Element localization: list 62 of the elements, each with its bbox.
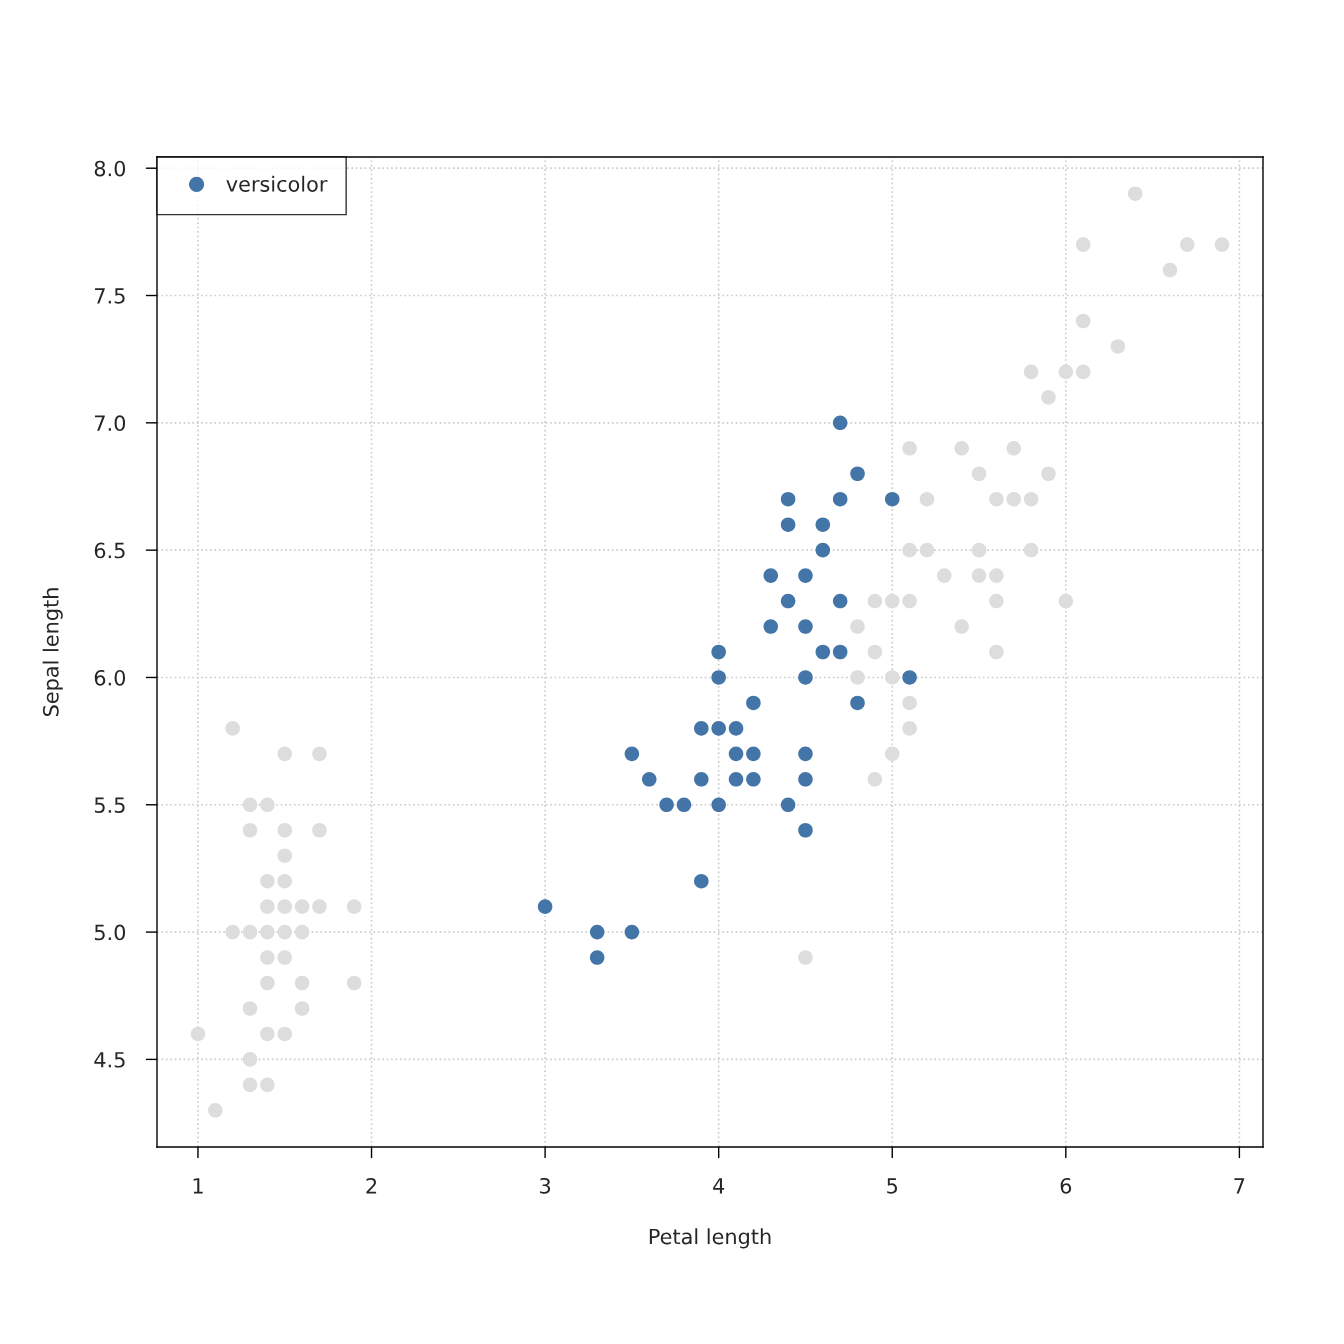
point [780,593,796,609]
point [763,619,779,634]
point [624,746,640,762]
point [728,772,744,787]
point [641,772,657,787]
y-tick-label: 5.0 [94,924,126,941]
point [746,695,761,711]
y-tick-label: 8.0 [94,160,126,177]
point [711,797,726,813]
point [780,517,796,532]
point [850,695,865,711]
x-axis-title: Petal length [649,1228,771,1249]
y-tick-label: 5.5 [94,797,125,813]
point [728,746,744,762]
x-tick-label: 4 [713,1178,725,1194]
point [832,593,848,609]
point [694,772,709,787]
point [780,797,796,813]
point [763,568,779,583]
y-tick-label: 7.0 [95,415,126,432]
point [711,644,726,660]
point [780,491,796,507]
x-tick-label: 6 [1060,1177,1072,1194]
point [902,670,917,685]
point [815,644,831,660]
point [815,517,831,532]
point [815,542,831,558]
legend-label: versicolor [226,175,328,192]
point [850,466,865,482]
y-tick-label: 7.5 [95,288,125,304]
point [832,415,848,431]
point [798,670,813,685]
point [884,491,900,507]
y-tick-label: 6.0 [94,669,126,686]
point [694,721,709,736]
point [711,670,726,685]
x-tick-label: 1 [193,1178,203,1194]
point [832,491,848,507]
x-tick-label: 5 [887,1178,898,1194]
point [746,772,761,787]
point [728,721,744,736]
x-tick-label: 7 [1234,1178,1245,1194]
point [798,822,813,838]
point [589,924,605,940]
point [537,899,553,914]
point [798,619,813,634]
point [798,772,813,787]
x-tick-label: 3 [540,1177,551,1194]
point [711,721,726,736]
point [832,644,848,660]
y-tick-label: 4.5 [94,1052,125,1068]
y-axis-title: Sepal length [42,588,63,717]
x-tick-label: 2 [366,1177,377,1194]
point [694,873,709,889]
point [746,746,761,762]
point [624,924,640,940]
point [589,950,605,965]
point [798,746,813,762]
y-tick-label: 6.5 [94,542,125,559]
point [676,797,692,813]
point [798,568,813,583]
point [659,797,674,813]
